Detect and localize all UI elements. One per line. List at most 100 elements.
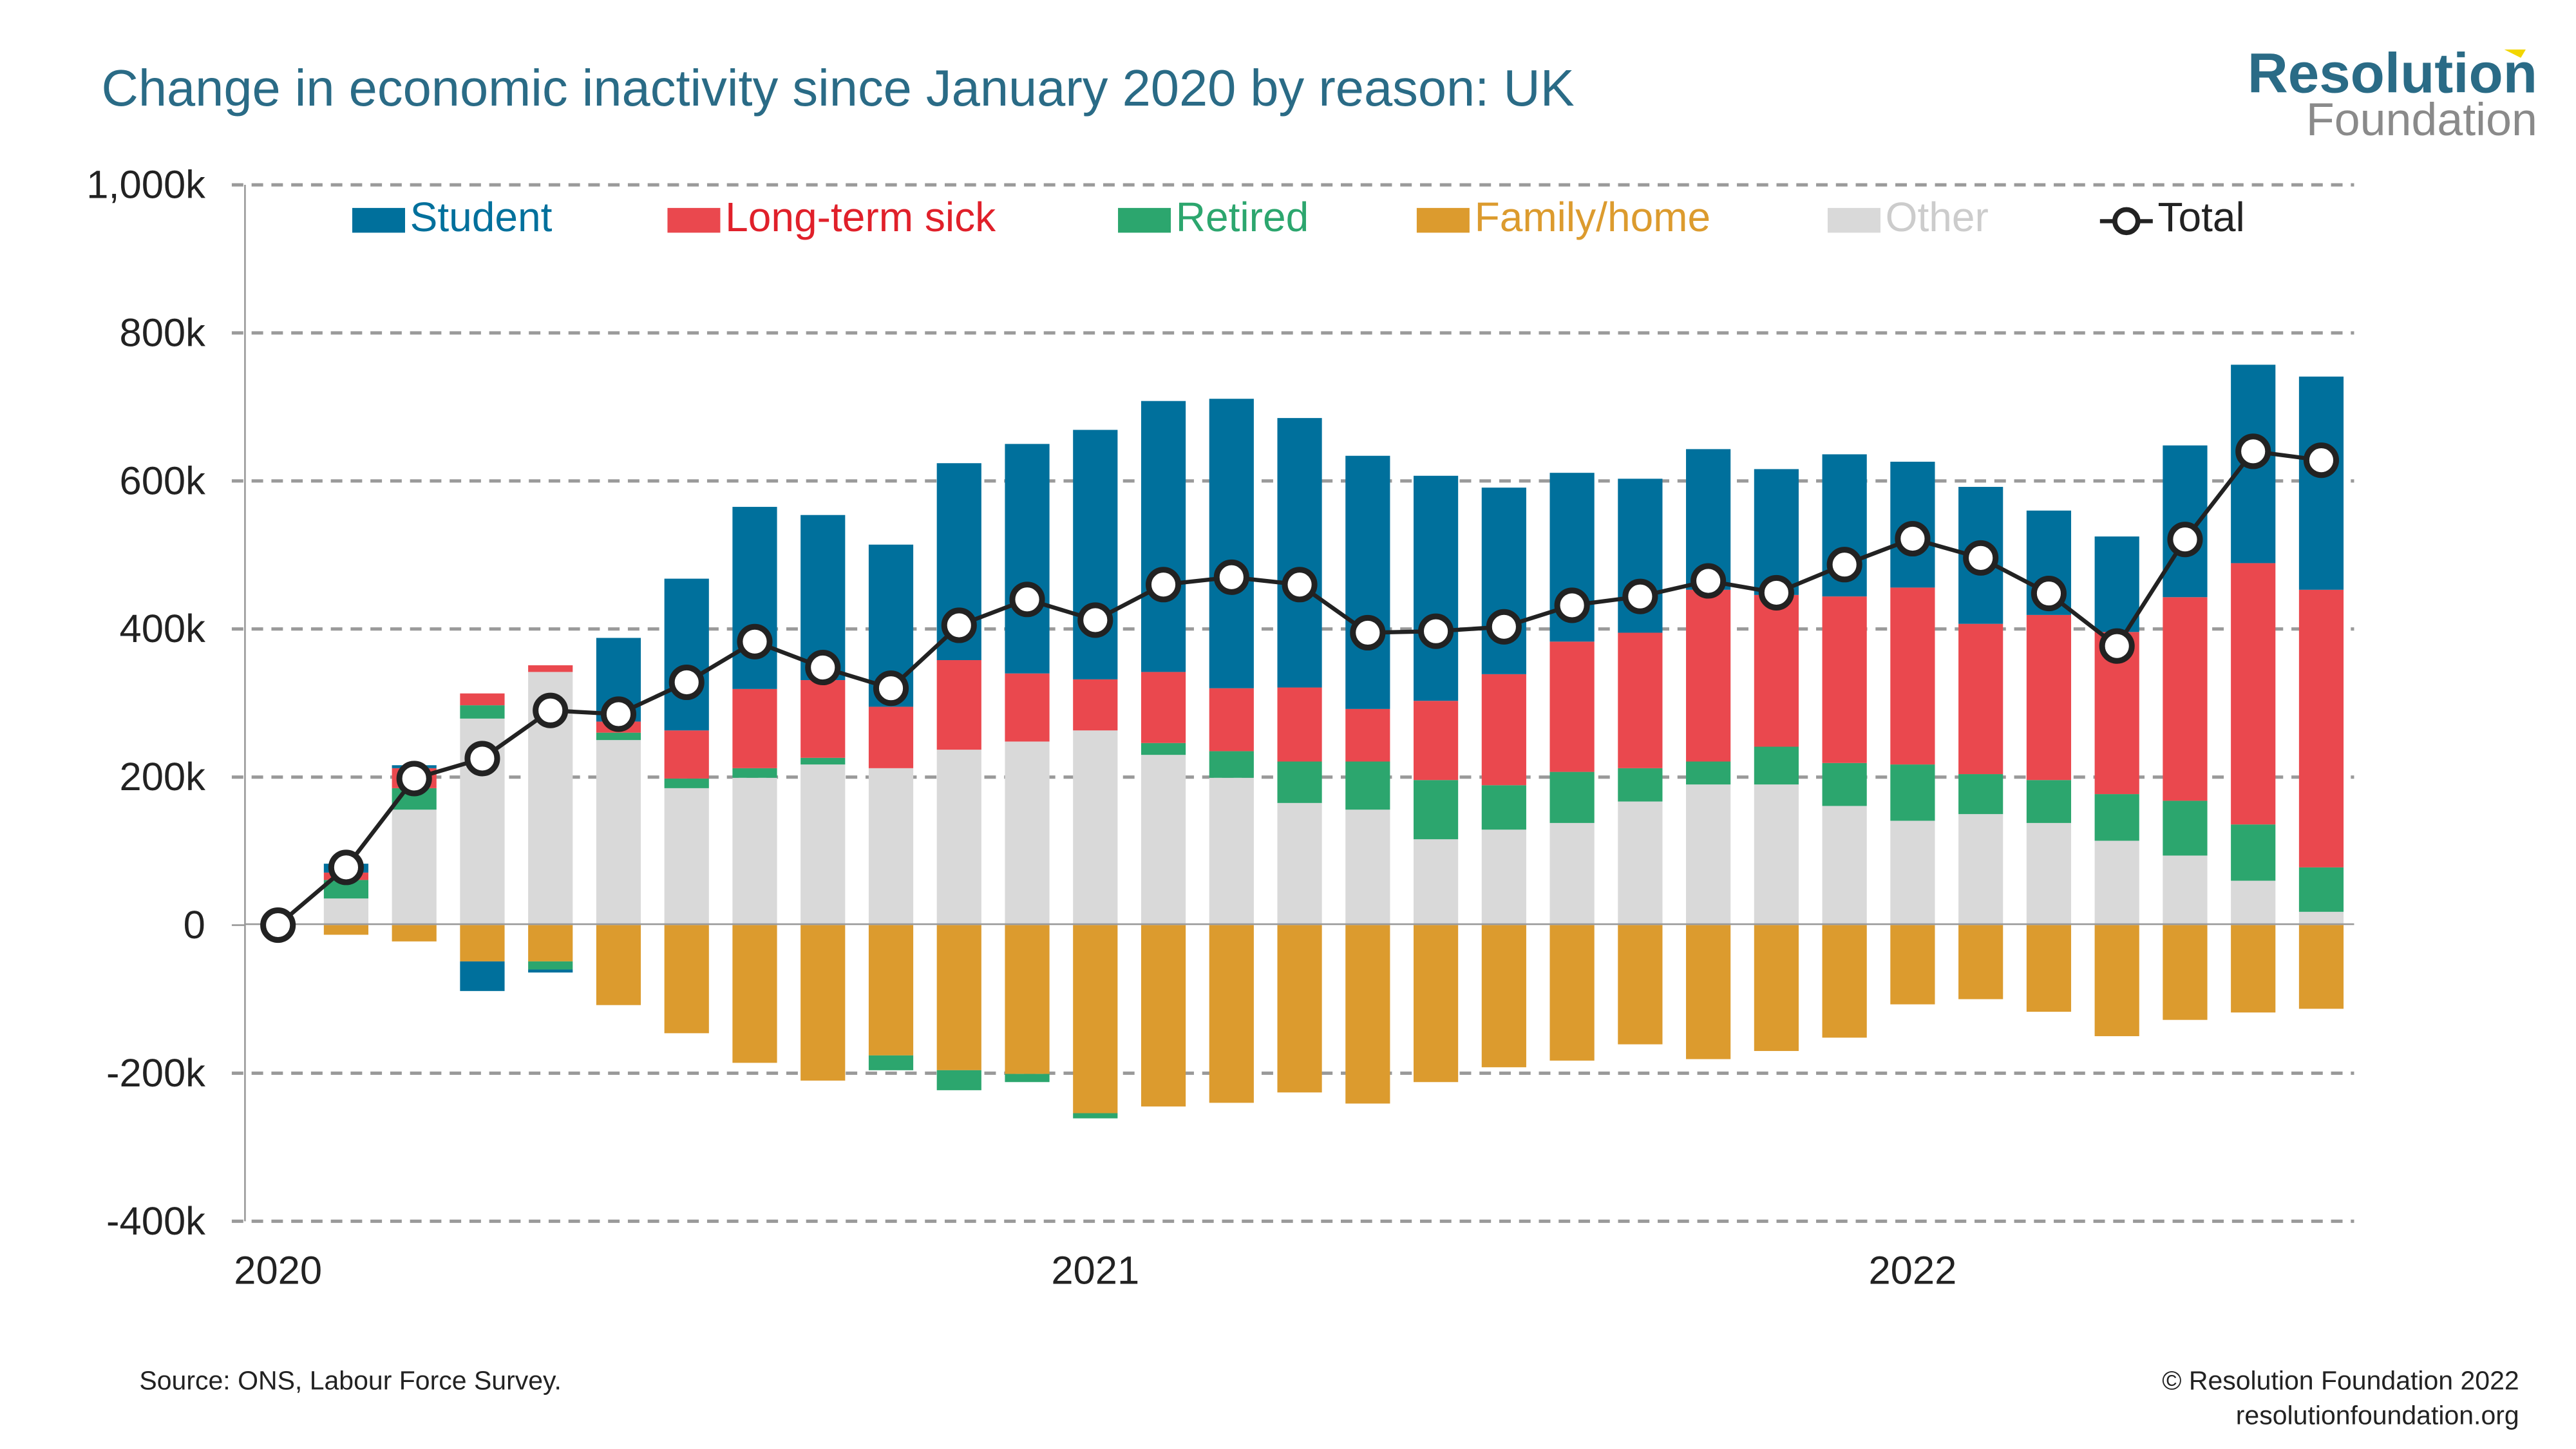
legend-item-family-home: Family/home — [1416, 194, 1711, 240]
bar-other — [596, 740, 641, 925]
bar-student — [1005, 444, 1050, 674]
bar-family-home — [2026, 925, 2072, 1012]
y-tick-label: 1,000k — [86, 163, 205, 207]
bar-family-home — [1277, 925, 1322, 1093]
logo-line2: Foundation — [2306, 94, 2537, 146]
bar-stack-oct-2020 — [868, 544, 914, 1070]
bar-long-term-sick — [1345, 708, 1390, 762]
bar-family-home — [2231, 925, 2276, 1013]
total-point — [1077, 602, 1113, 638]
bar-stack-nov-2021 — [1754, 469, 1799, 1051]
bar-long-term-sick — [1754, 594, 1799, 747]
bar-long-term-sick — [936, 660, 981, 750]
bar-other — [1822, 806, 1867, 925]
bar-stack-jan-2021 — [1073, 430, 1118, 1119]
legend-item-student: Student — [352, 194, 553, 240]
bar-long-term-sick — [664, 730, 709, 779]
total-point — [805, 649, 841, 686]
bar-stack-apr-2021 — [1277, 418, 1322, 1093]
bar-long-term-sick — [1618, 632, 1663, 768]
bar-stack-jul-2021 — [1481, 488, 1526, 1068]
bar-long-term-sick — [868, 706, 914, 768]
website: resolutionfoundation.org — [2236, 1401, 2519, 1430]
bar-other — [1549, 822, 1595, 925]
bar-stack-aug-2021 — [1549, 473, 1595, 1061]
legend-item-total: Total — [2099, 194, 2245, 240]
bar-family-home — [1413, 925, 1459, 1083]
bar-family-home — [1958, 925, 2003, 999]
bar-student — [1141, 401, 1186, 672]
bar-long-term-sick — [1413, 701, 1459, 781]
bar-retired — [1822, 762, 1867, 806]
bar-family-home — [2163, 925, 2208, 1020]
bar-student — [1073, 430, 1118, 679]
bar-family-home — [528, 925, 573, 961]
bar-long-term-sick — [2298, 589, 2344, 867]
bar-stack-feb-2021 — [1141, 401, 1186, 1107]
total-point — [2235, 433, 2271, 469]
bar-stack-mar-2022 — [2026, 510, 2072, 1012]
total-point — [2167, 522, 2203, 558]
total-point — [1418, 613, 1454, 649]
x-axis-ticks: 2020 2021 2022 — [234, 1249, 1956, 1293]
bar-family-home — [664, 925, 709, 1034]
bar-family-home — [392, 925, 437, 942]
bar-stack-dec-2021 — [1822, 454, 1867, 1038]
bar-other — [1209, 777, 1254, 925]
bar-family-home — [936, 925, 981, 1070]
total-point — [1009, 582, 1045, 618]
logo: Resolution Foundation — [2248, 43, 2537, 146]
bar-retired — [1073, 1113, 1118, 1119]
bar-student — [528, 969, 573, 973]
y-tick-label: 800k — [120, 310, 206, 355]
legend-label-other: Other — [1886, 194, 1989, 240]
bar-student — [460, 961, 505, 991]
bar-stack-sep-2021 — [1618, 478, 1663, 1045]
bar-family-home — [1481, 925, 1526, 1068]
total-point — [328, 849, 364, 886]
bar-stack-jun-2020 — [596, 638, 641, 1005]
legend: Student Long-term sick Retired Family/ho… — [352, 194, 2245, 240]
bar-family-home — [1754, 925, 1799, 1051]
bar-long-term-sick — [1890, 587, 1935, 765]
source-note: Source: ONS, Labour Force Survey. — [139, 1366, 562, 1396]
total-point — [1554, 587, 1590, 623]
bar-stack-jun-2022 — [2231, 365, 2276, 1013]
bar-other — [800, 764, 846, 925]
bar-other — [732, 777, 777, 925]
bar-retired — [2094, 794, 2139, 841]
bar-long-term-sick — [2231, 563, 2276, 825]
total-point — [600, 696, 637, 732]
bar-family-home — [1141, 925, 1186, 1107]
bar-retired — [1277, 761, 1322, 803]
bar-retired — [2163, 800, 2208, 856]
bar-retired — [1890, 764, 1935, 821]
legend-swatch-family-home — [1416, 207, 1470, 233]
total-point — [1145, 567, 1182, 603]
bar-long-term-sick — [1141, 672, 1186, 743]
bar-student — [2298, 376, 2344, 590]
total-point — [2303, 442, 2340, 478]
total-point — [1486, 609, 1522, 645]
bar-other — [323, 898, 369, 925]
legend-label-student: Student — [410, 194, 553, 240]
bar-stack-dec-2020 — [1005, 444, 1050, 1083]
legend-label-family-home: Family/home — [1475, 194, 1711, 240]
bar-family-home — [1890, 925, 1935, 1005]
total-line — [260, 433, 2340, 943]
bar-long-term-sick — [2163, 597, 2208, 801]
bar-student — [1481, 488, 1526, 674]
bar-long-term-sick — [1209, 688, 1254, 752]
bar-long-term-sick — [1549, 641, 1595, 772]
bar-retired — [664, 778, 709, 788]
bar-retired — [936, 1070, 981, 1090]
bar-family-home — [1005, 925, 1050, 1074]
bar-other — [1754, 784, 1799, 925]
legend-marker-total-icon — [2112, 207, 2141, 236]
bar-other — [664, 788, 709, 925]
y-axis-ticks: 1,000k 800k 600k 400k 200k 0 -200k -400k — [86, 163, 205, 1244]
total-point — [2099, 628, 2135, 664]
bar-student — [1209, 399, 1254, 688]
bar-retired — [596, 732, 641, 741]
